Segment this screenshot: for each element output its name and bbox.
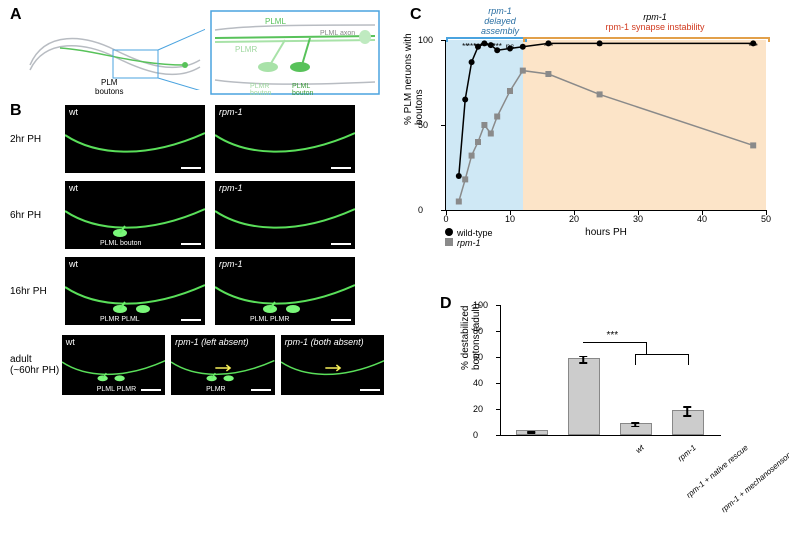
panel-c: rpm-1delayedassembly rpm-1rpm-1 synapse … (410, 10, 770, 250)
adult-label: adult(~60hr PH) (10, 354, 62, 376)
bar-chart: % destabilizedboutons (adult) 0204060801… (500, 305, 721, 436)
micrograph: wtPLML PLMR (62, 335, 165, 395)
phase-early-label: rpm-1delayedassembly (465, 6, 535, 36)
time-label: 16hr PH (10, 286, 65, 297)
line-chart: % PLM neruons withboutons hours PH 05010… (445, 40, 766, 211)
time-label: 6hr PH (10, 210, 65, 221)
micrograph: rpm-1 (both absent) (281, 335, 384, 395)
c-xlabel: hours PH (585, 227, 627, 238)
svg-text:PLMR: PLMR (235, 45, 257, 54)
micrograph: rpm-1 (215, 181, 355, 249)
svg-text:PLMR: PLMR (250, 83, 269, 90)
svg-text:PLML: PLML (292, 83, 310, 90)
panel-b: 2hr PHwtrpm-1 6hr PHwtPLML boutonrpm-1 16h… (10, 105, 390, 395)
panel-d-label: D (440, 295, 452, 313)
bar (568, 358, 600, 435)
worm-inset: PLML PLML axon PLMR PLMR bouton PLML bou… (210, 10, 380, 95)
time-label: 2hr PH (10, 134, 65, 145)
micrograph: rpm-1 (215, 105, 355, 173)
micrograph: wt (65, 105, 205, 173)
svg-text:bouton: bouton (292, 90, 314, 95)
phase-late-label: rpm-1rpm-1 synapse instability (570, 12, 740, 32)
micrograph: wtPLML bouton (65, 181, 205, 249)
micrograph: rpm-1 (left absent)PLMR (171, 335, 274, 395)
panel-a: PLMboutons PLML PLML axon PLMR PLMR bout… (10, 10, 390, 100)
bar (620, 423, 652, 435)
svg-text:PLML: PLML (265, 17, 286, 26)
micrograph: rpm-1PLML PLMR (215, 257, 355, 325)
bar (672, 410, 704, 435)
c-ylabel: % PLM neruons withboutons (403, 33, 425, 125)
micrograph: wtPLMR PLML (65, 257, 205, 325)
plm-boutons-label: PLMboutons (95, 78, 123, 96)
chart-legend: wild-type rpm-1 (445, 228, 493, 298)
svg-text:PLML axon: PLML axon (320, 30, 355, 37)
panel-d: % destabilizedboutons (adult) 0204060801… (460, 295, 760, 515)
svg-text:bouton: bouton (250, 90, 272, 95)
